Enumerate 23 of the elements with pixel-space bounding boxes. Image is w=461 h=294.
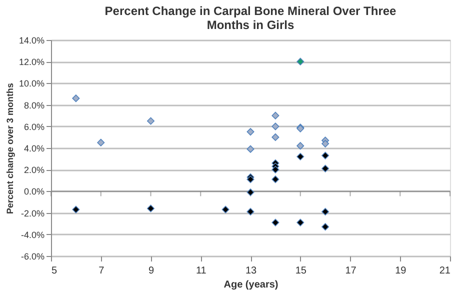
x-tick-label: 9	[148, 266, 154, 276]
y-axis-title: Percent change over 3 months	[4, 82, 15, 214]
x-tick-label: 17	[345, 266, 357, 276]
chart-title: Percent Change in Carpal Bone Mineral Over Three Months in Girls	[104, 4, 397, 32]
x-axis-title: Age (years)	[224, 280, 278, 290]
y-tick-label: 4.0%	[24, 144, 44, 154]
x-tick-label: 7	[98, 266, 105, 276]
y-tick-label: 0.0%	[24, 186, 44, 197]
y-tick-label: -2.0%	[20, 208, 44, 218]
y-tick-label: -6.0%	[20, 252, 44, 262]
x-tick-label: 15	[295, 266, 307, 276]
y-tick-label: 10.0%	[18, 78, 44, 89]
y-tick-label: 14.0%	[18, 36, 44, 46]
x-tick-label: 11	[196, 266, 207, 276]
y-tick-label: 6.0%	[24, 122, 44, 132]
y-tick-label: 12.0%	[18, 57, 44, 68]
x-tick-label: 19	[395, 266, 407, 276]
x-tick-label: 13	[245, 266, 257, 276]
x-tick-label: 5	[52, 266, 58, 276]
y-tick-label: -4.0%	[20, 230, 44, 240]
y-tick-label: 8.0%	[24, 100, 44, 110]
y-tick-label: 2.0%	[24, 165, 44, 176]
x-tick-label: 21	[439, 266, 451, 276]
